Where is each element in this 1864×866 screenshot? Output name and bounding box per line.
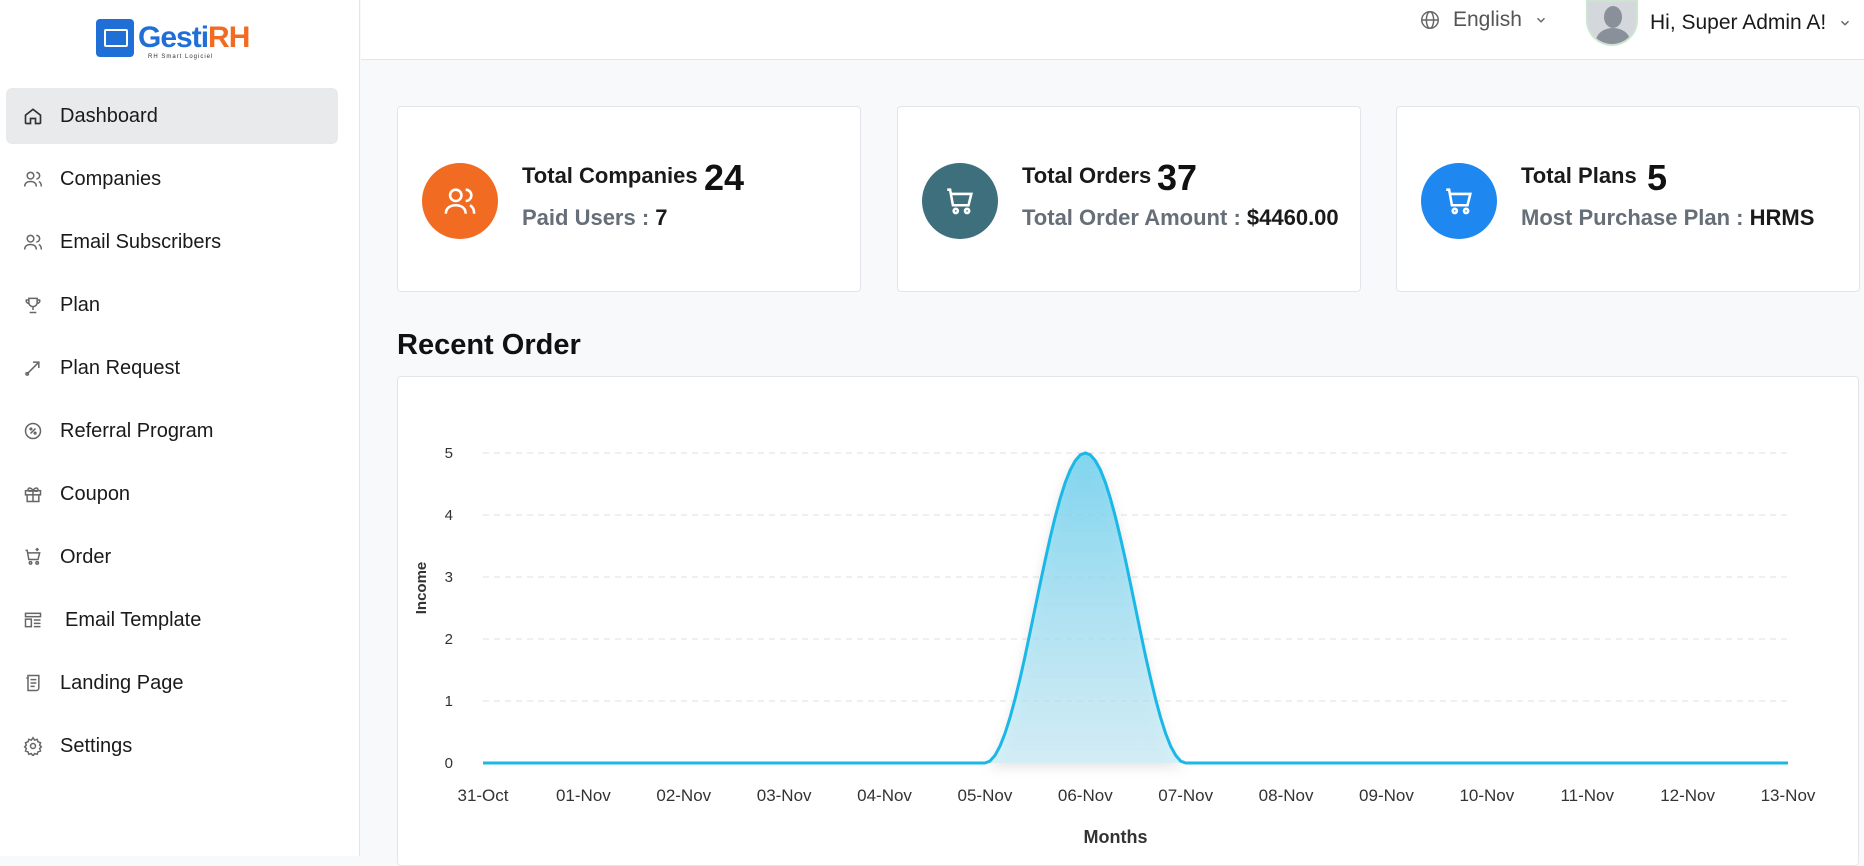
x-tick-label: 05-Nov bbox=[958, 786, 1013, 805]
gear-icon bbox=[22, 735, 44, 757]
cart-icon bbox=[922, 163, 998, 239]
sidebar-item-label: Plan Request bbox=[60, 356, 181, 379]
stat-sub-label: Total Order Amount : bbox=[1022, 205, 1241, 230]
users-icon bbox=[22, 168, 44, 190]
stat-sub: Total Order Amount : $4460.00 bbox=[1022, 205, 1339, 231]
gift-icon bbox=[22, 483, 44, 505]
stat-card-orders: Total Orders 37 Total Order Amount : $44… bbox=[897, 106, 1361, 292]
users-icon bbox=[422, 163, 498, 239]
sidebar-item-dashboard[interactable]: Dashboard bbox=[6, 88, 338, 144]
sidebar-item-label: Landing Page bbox=[60, 671, 184, 694]
x-tick-label: 31-Oct bbox=[457, 786, 508, 805]
x-tick-label: 10-Nov bbox=[1459, 786, 1514, 805]
brand-name-part1: Gesti bbox=[138, 21, 209, 54]
chevron-down-icon bbox=[1536, 17, 1545, 23]
stat-card-plans: Total Plans 5 Most Purchase Plan : HRMS bbox=[1396, 106, 1860, 292]
globe-icon bbox=[1421, 11, 1439, 29]
users-icon bbox=[22, 231, 44, 253]
x-tick-label: 13-Nov bbox=[1761, 786, 1816, 805]
trophy-icon bbox=[22, 294, 44, 316]
x-tick-label: 06-Nov bbox=[1058, 786, 1113, 805]
x-axis-label: Months bbox=[1084, 827, 1148, 847]
user-menu[interactable]: Hi, Super Admin A! bbox=[1586, 0, 1852, 46]
sidebar-item-email-subscribers[interactable]: Email Subscribers bbox=[6, 214, 338, 270]
x-tick-label: 08-Nov bbox=[1259, 786, 1314, 805]
brand-tagline: RH Smart Logiciel bbox=[148, 54, 214, 60]
stat-sub-value: $4460.00 bbox=[1246, 205, 1339, 230]
language-selector[interactable]: English bbox=[1419, 8, 1560, 32]
stat-title: Total Plans bbox=[1521, 163, 1637, 188]
y-tick-label: 4 bbox=[445, 507, 453, 524]
stat-title: Total Companies bbox=[522, 163, 698, 188]
x-tick-label: 12-Nov bbox=[1660, 786, 1715, 805]
stat-sub-label: Most Purchase Plan : bbox=[1521, 205, 1744, 230]
recent-order-chart: 0 1 2 3 4 5 31-Oct 01-Nov 02-Nov 03-Nov 04-Nov 05-N… bbox=[413, 445, 1816, 847]
arrow-icon bbox=[22, 357, 44, 379]
stat-sub: Paid Users : 7 bbox=[522, 205, 668, 231]
sidebar-item-label: Settings bbox=[60, 734, 133, 757]
sidebar-item-label: Referral Program bbox=[60, 419, 214, 442]
sidebar-item-email-template[interactable]: Email Template bbox=[6, 592, 338, 648]
x-tick-label: 01-Nov bbox=[556, 786, 611, 805]
stat-sub-value: HRMS bbox=[1749, 205, 1815, 230]
sidebar-item-settings[interactable]: Settings bbox=[6, 718, 338, 774]
recent-order-title: Recent Order bbox=[397, 329, 581, 361]
x-tick-label: 03-Nov bbox=[757, 786, 812, 805]
sidebar-item-label: Dashboard bbox=[60, 104, 158, 127]
page-icon bbox=[22, 672, 44, 694]
sidebar-item-label: Companies bbox=[60, 167, 162, 190]
brand-name-part2: RH bbox=[208, 21, 250, 54]
home-icon bbox=[22, 105, 44, 127]
stat-sub-value: 7 bbox=[655, 205, 668, 230]
sidebar-item-plan[interactable]: Plan bbox=[6, 277, 338, 333]
stat-sub: Most Purchase Plan : HRMS bbox=[1521, 205, 1814, 231]
discount-icon bbox=[22, 420, 44, 442]
stat-value: 24 bbox=[704, 157, 745, 198]
sidebar-item-companies[interactable]: Companies bbox=[6, 151, 338, 207]
y-tick-label: 5 bbox=[445, 445, 453, 462]
template-icon bbox=[22, 609, 44, 631]
series-line bbox=[483, 451, 1788, 765]
brand-logo[interactable]: GestiRH RH Smart Logiciel bbox=[96, 16, 250, 60]
x-tick-label: 11-Nov bbox=[1560, 786, 1614, 805]
y-tick-label: 1 bbox=[445, 693, 453, 710]
language-label: English bbox=[1453, 8, 1522, 31]
sidebar-item-coupon[interactable]: Coupon bbox=[6, 466, 338, 522]
sidebar-item-label: Plan bbox=[60, 293, 101, 316]
sidebar-item-referral-program[interactable]: Referral Program bbox=[6, 403, 338, 459]
sidebar-item-label: Email Template bbox=[65, 608, 202, 631]
sidebar-item-landing-page[interactable]: Landing Page bbox=[6, 655, 338, 711]
y-tick-label: 2 bbox=[445, 631, 453, 648]
y-tick-label: 0 bbox=[445, 755, 453, 772]
user-greeting: Hi, Super Admin A! bbox=[1650, 11, 1827, 34]
recent-order-chart-card: 0 1 2 3 4 5 31-Oct 01-Nov 02-Nov 03-Nov 04-Nov 05-N… bbox=[397, 376, 1859, 866]
y-axis-label: Income bbox=[413, 562, 430, 615]
stat-value: 37 bbox=[1157, 157, 1198, 198]
sidebar-menu: Dashboard Companies Email Subscribers Pl… bbox=[6, 88, 338, 781]
chevron-down-icon bbox=[1841, 20, 1850, 26]
sidebar: GestiRH RH Smart Logiciel Dashboard Comp… bbox=[0, 0, 360, 856]
stat-card-companies: Total Companies 24 Paid Users : 7 bbox=[397, 106, 861, 292]
x-tick-label: 02-Nov bbox=[656, 786, 711, 805]
x-tick-label: 09-Nov bbox=[1359, 786, 1414, 805]
stat-sub-label: Paid Users : bbox=[522, 205, 650, 230]
sidebar-item-label: Order bbox=[60, 545, 112, 568]
sidebar-item-label: Email Subscribers bbox=[60, 230, 222, 253]
logo-icon bbox=[96, 19, 134, 57]
top-header: English Hi, Super Admin A! bbox=[361, 0, 1864, 60]
sidebar-item-label: Coupon bbox=[60, 482, 131, 505]
sidebar-item-order[interactable]: Order bbox=[6, 529, 338, 585]
y-tick-label: 3 bbox=[445, 569, 453, 586]
stat-title: Total Orders bbox=[1022, 163, 1152, 188]
x-tick-label: 04-Nov bbox=[857, 786, 912, 805]
avatar bbox=[1586, 0, 1638, 46]
stat-value: 5 bbox=[1647, 157, 1668, 198]
cart-icon bbox=[22, 546, 44, 568]
cart-icon bbox=[1421, 163, 1497, 239]
sidebar-item-plan-request[interactable]: Plan Request bbox=[6, 340, 338, 396]
x-tick-label: 07-Nov bbox=[1158, 786, 1213, 805]
